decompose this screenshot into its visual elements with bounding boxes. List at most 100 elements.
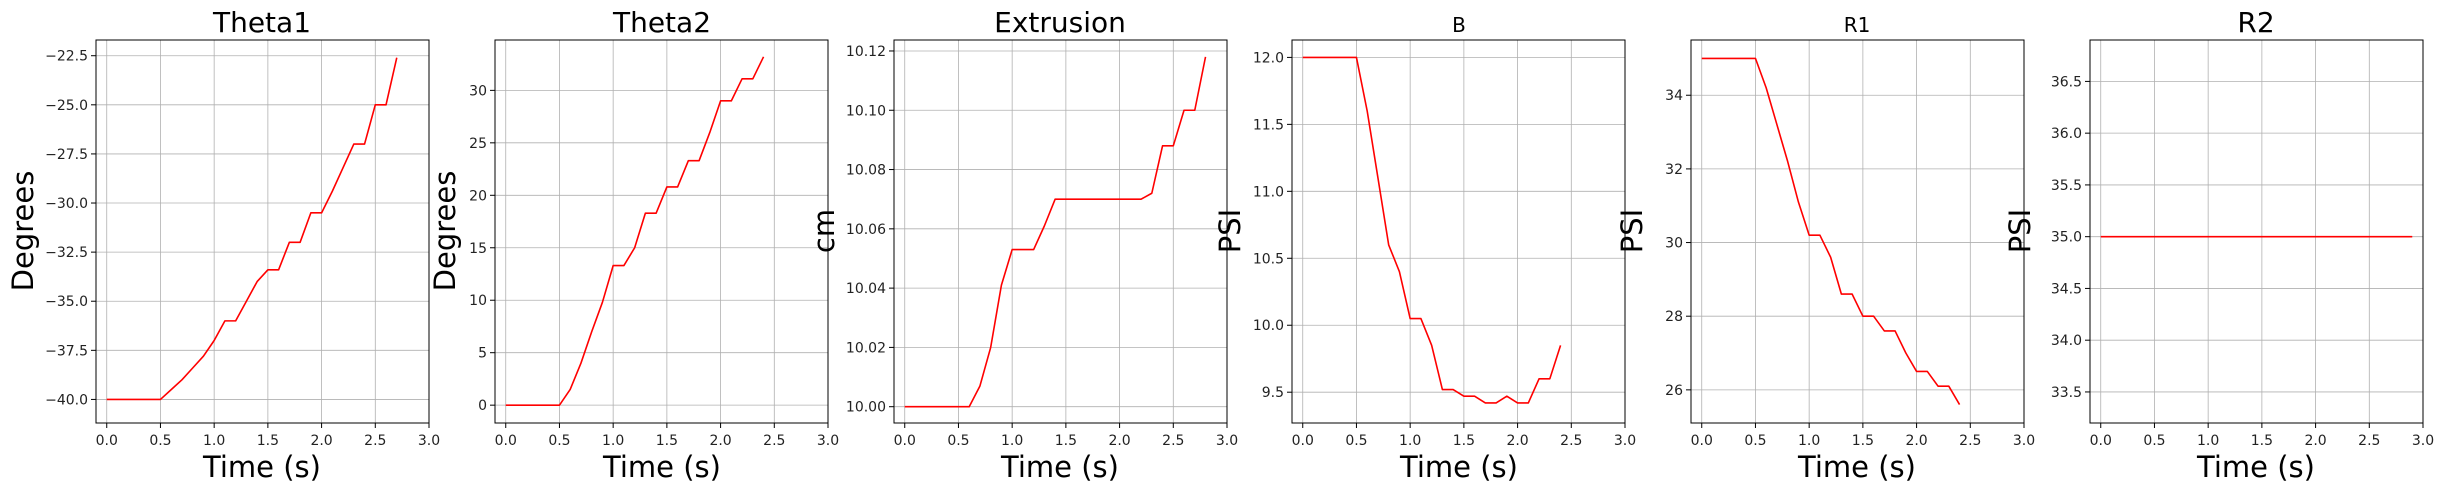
x-tick-label: 3.0: [1216, 433, 1238, 449]
grid-lines: [1691, 40, 2025, 423]
x-tick-label: 0.0: [894, 433, 916, 449]
y-tick-label: 0: [478, 398, 487, 414]
panel-b: B 0.0 0.5 1.0 1.5 2.0 2.5 3.0 9.5 10.0 10.5 11.0 1…: [1213, 13, 1636, 484]
x-tick-label: 2.0: [709, 433, 731, 449]
series-line: [1302, 56, 1562, 404]
x-tick-label: 2.5: [1959, 433, 1981, 449]
x-axis-label: Time (s): [1797, 450, 1916, 484]
x-tick-label: 0.5: [149, 433, 171, 449]
x-tick-label: 1.0: [203, 433, 225, 449]
plot-area: [96, 40, 429, 423]
y-tick-label: 10: [469, 293, 487, 309]
plot-area: [1691, 40, 2024, 423]
x-tick-label: 0.5: [1744, 433, 1766, 449]
y-tick-label: 34: [1665, 88, 1683, 104]
x-tick-label: 0.5: [947, 433, 969, 449]
x-tick-label: 0.0: [495, 433, 517, 449]
x-tick-label: 1.0: [2197, 433, 2219, 449]
series-line: [1701, 57, 1961, 405]
x-tick-label: 1.5: [1453, 433, 1475, 449]
x-axis-label: Time (s): [602, 450, 721, 484]
panel-r1: R1 0.0 0.5 1.0 1.5 2.0 2.5 3.0 26 28 30 32 34 Time…: [1615, 13, 2035, 484]
x-tick-label: 0.5: [548, 433, 570, 449]
y-axis-label: PSI: [1615, 209, 1649, 253]
y-tick-label: 30: [469, 83, 487, 99]
y-tick-label: −30.0: [45, 196, 88, 212]
grid-lines: [894, 40, 1228, 423]
plot-frame: [893, 39, 1228, 424]
x-tick-label: 1.0: [1798, 433, 1820, 449]
x-tick-label: 1.5: [1055, 433, 1077, 449]
series-layer: [904, 56, 1207, 408]
y-tick-label: 9.5: [1262, 385, 1284, 401]
x-tick-label: 2.0: [2304, 433, 2326, 449]
panel-r2: R2 0.0 0.5 1.0 1.5 2.0 2.5 3.0 33.5 34.0 34.5 35.…: [2003, 6, 2434, 484]
y-tick-label: 11.5: [1253, 117, 1284, 133]
series-layer: [1701, 57, 1961, 405]
y-tick-label: 10.02: [846, 340, 886, 356]
x-tick-label: 1.0: [1399, 433, 1421, 449]
y-tick-label: 35.0: [2051, 230, 2082, 246]
x-tick-label: 2.5: [1162, 433, 1184, 449]
y-ticks: 33.5 34.0 34.5 35.0 35.5 36.0 36.5: [2051, 74, 2090, 401]
grid-lines: [96, 40, 430, 423]
y-axis-label: cm: [807, 209, 841, 253]
x-tick-label: 3.0: [418, 433, 440, 449]
y-tick-label: 10.10: [846, 103, 886, 119]
x-tick-label: 0.0: [96, 433, 118, 449]
series-layer: [1302, 56, 1562, 404]
x-tick-label: 2.0: [310, 433, 332, 449]
x-tick-label: 2.5: [364, 433, 386, 449]
y-ticks: 0 5 10 15 20 25 30: [469, 83, 495, 414]
series-layer: [505, 56, 765, 406]
y-tick-label: 35.5: [2051, 178, 2082, 194]
x-axis-label: Time (s): [1399, 450, 1518, 484]
panel-title: Theta1: [212, 6, 311, 39]
y-tick-label: 10.04: [846, 281, 886, 297]
y-tick-label: 10.12: [846, 44, 886, 60]
y-tick-label: 10.08: [846, 163, 886, 179]
y-tick-label: 32: [1665, 162, 1683, 178]
series-layer: [106, 57, 398, 401]
x-tick-label: 0.0: [1691, 433, 1713, 449]
plot-frame: [1690, 39, 2025, 424]
y-tick-label: 5: [478, 346, 487, 362]
plot-frame: [1291, 39, 1626, 424]
plot-frame: [494, 39, 829, 424]
x-tick-label: 1.0: [602, 433, 624, 449]
x-tick-label: 1.0: [1001, 433, 1023, 449]
y-tick-label: 36.0: [2051, 126, 2082, 142]
plot-area: [2090, 40, 2423, 423]
y-tick-label: 34.5: [2051, 281, 2082, 297]
x-tick-label: 3.0: [2013, 433, 2035, 449]
y-tick-label: 36.5: [2051, 74, 2082, 90]
y-axis-label: Degrees: [428, 171, 462, 292]
panel-title: R1: [1844, 13, 1871, 37]
panel-title: R2: [2237, 6, 2274, 39]
y-tick-label: 10.06: [846, 222, 886, 238]
panel-theta2: Theta2 0.0 0.5 1.0 1.5 2.0 2.5 3.0 0 5 10 15 20 25 3…: [428, 6, 839, 484]
panel-theta1: Theta1 0.0 0.5 1.0 1.5 2.0 2.5 3.0 −40.0 −37.5 −…: [6, 6, 440, 484]
y-tick-label: −22.5: [45, 49, 88, 65]
y-ticks: 9.5 10.0 10.5 11.0 11.5 12.0: [1253, 50, 1292, 401]
x-tick-label: 2.5: [763, 433, 785, 449]
x-ticks: 0.0 0.5 1.0 1.5 2.0 2.5 3.0: [1691, 423, 2035, 449]
plot-frame: [2089, 39, 2424, 424]
x-tick-label: 0.5: [2143, 433, 2165, 449]
x-tick-label: 3.0: [2412, 433, 2434, 449]
plot-area: [1292, 40, 1625, 423]
y-tick-label: −32.5: [45, 245, 88, 261]
x-axis-label: Time (s): [202, 450, 321, 484]
x-tick-label: 1.5: [656, 433, 678, 449]
x-tick-label: 1.5: [257, 433, 279, 449]
panel-title: B: [1452, 13, 1466, 37]
y-tick-label: −27.5: [45, 147, 88, 163]
x-tick-label: 1.5: [1852, 433, 1874, 449]
y-tick-label: 30: [1665, 236, 1683, 252]
x-ticks: 0.0 0.5 1.0 1.5 2.0 2.5 3.0: [495, 423, 839, 449]
y-tick-label: −40.0: [45, 392, 88, 408]
y-tick-label: 25: [469, 136, 487, 152]
x-tick-label: 2.0: [1108, 433, 1130, 449]
y-tick-label: −37.5: [45, 343, 88, 359]
